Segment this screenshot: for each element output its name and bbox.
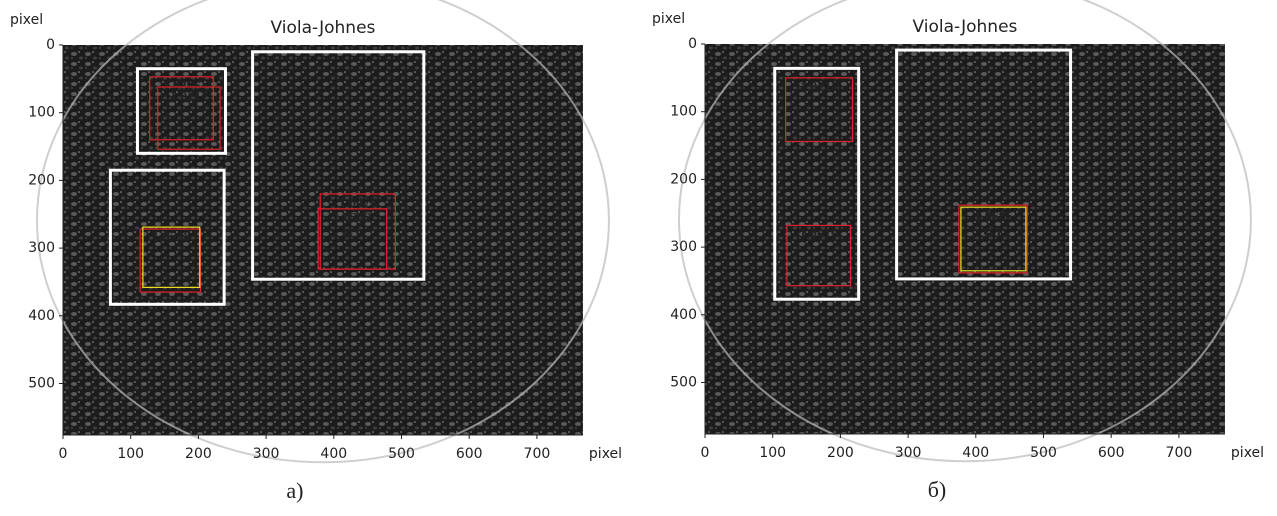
chart-title: Viola-Johnes xyxy=(913,17,1018,37)
x-tick-label: 0 xyxy=(59,446,68,462)
image-feature xyxy=(678,0,1252,463)
y-tick-label: 0 xyxy=(688,36,697,52)
y-tick-label: 300 xyxy=(28,240,55,256)
detection-box xyxy=(139,228,202,293)
y-tick-label: 0 xyxy=(46,37,55,53)
y-tick-label: 100 xyxy=(670,104,697,120)
box-label: GT xyxy=(342,227,363,242)
panel: Viola-Johnes pixel pixel а) 0 100 200 300 400 500… xyxy=(10,0,622,503)
x-tick-label: 700 xyxy=(524,446,551,462)
y-tick-label: 500 xyxy=(670,375,697,391)
detection-box xyxy=(895,48,1073,281)
caption: а) xyxy=(286,478,303,503)
x-tick-label: 500 xyxy=(388,446,415,462)
x-axis-label: pixel xyxy=(1231,445,1264,461)
y-tick-label: 300 xyxy=(670,239,697,255)
x-tick-label: 500 xyxy=(1030,445,1057,461)
y-tick-label: 200 xyxy=(28,172,55,188)
detection-box xyxy=(960,206,1027,272)
detection-box xyxy=(251,50,426,281)
x-tick-label: 300 xyxy=(895,445,922,461)
caption: б) xyxy=(928,477,947,502)
box-label: 1.0548 xyxy=(152,229,191,244)
detection-box xyxy=(135,67,227,155)
y-tick-label: 400 xyxy=(28,308,55,324)
x-tick-label: 0 xyxy=(701,445,710,461)
image-feature xyxy=(36,0,610,464)
x-tick-label: 300 xyxy=(253,446,280,462)
panel: Viola-Johnes pixel pixel б) 0 100 200 300 400 500… xyxy=(652,0,1264,502)
detection-box xyxy=(142,226,201,288)
box-label: 1.0019 xyxy=(799,228,838,243)
x-tick-label: 600 xyxy=(456,446,483,462)
x-tick-label: 700 xyxy=(1166,445,1193,461)
detection-box xyxy=(157,86,221,150)
x-tick-label: 600 xyxy=(1098,445,1125,461)
detection-box xyxy=(958,204,1028,274)
y-tick-label: 100 xyxy=(28,105,55,121)
y-tick-label: 200 xyxy=(670,171,697,187)
detection-box xyxy=(773,66,861,301)
box-label: 1.0217 xyxy=(170,89,209,104)
box-label: 1.0685 xyxy=(974,209,1013,224)
y-axis-label: pixel xyxy=(652,11,685,27)
image-background xyxy=(705,44,1225,434)
box-label: GT xyxy=(983,225,1004,240)
x-tick-label: 200 xyxy=(827,445,854,461)
y-tick-label: 400 xyxy=(670,307,697,323)
detection-box xyxy=(108,168,226,306)
x-tick-label: 100 xyxy=(759,445,786,461)
x-tick-label: 200 xyxy=(185,446,212,462)
detection-box xyxy=(149,76,214,141)
y-tick-label: 500 xyxy=(28,376,55,392)
box-label: 1.0476 xyxy=(339,196,378,211)
detection-box xyxy=(786,224,852,287)
x-tick-label: 400 xyxy=(962,445,989,461)
x-tick-label: 100 xyxy=(117,446,144,462)
x-tick-label: 400 xyxy=(320,446,347,462)
chart-title: Viola-Johnes xyxy=(271,18,376,38)
box-label: 1.0215 xyxy=(800,80,839,95)
x-axis-label: pixel xyxy=(589,446,622,462)
detection-box xyxy=(784,77,854,143)
box-label: 1.0372 xyxy=(333,211,372,226)
y-axis-label: pixel xyxy=(10,12,43,28)
detection-box xyxy=(317,208,388,270)
image-background xyxy=(63,45,583,435)
